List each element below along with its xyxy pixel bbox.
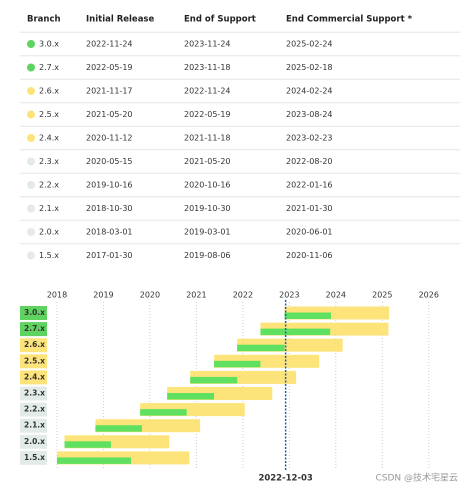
branch-label: 2.6.x: [24, 340, 45, 349]
cell: 2.0.x: [39, 228, 59, 237]
status-dot: [27, 87, 35, 95]
status-dot: [27, 157, 35, 166]
branch-badge: [20, 450, 47, 465]
x-tick-label: 2022: [233, 291, 253, 300]
cell: 2025-02-24: [286, 40, 333, 49]
status-dot: [27, 181, 35, 189]
x-tick-label: 2018: [47, 291, 67, 300]
status-dot: [27, 228, 35, 236]
cell: 2024-02-24: [286, 87, 333, 96]
support-bar: [95, 425, 142, 432]
branch-label: 2.7.x: [24, 324, 45, 333]
support-bar: [190, 376, 238, 384]
cell: 2019-03-01: [184, 228, 231, 237]
branch-label: 1.5.x: [24, 453, 45, 462]
cell: 2.6.x: [39, 87, 59, 96]
branch-label: 2.5.x: [24, 356, 45, 365]
cell: 2023-08-24: [286, 110, 333, 119]
support-bar: [284, 312, 331, 319]
status-dot: [27, 110, 35, 119]
cell: 2023-11-24: [184, 40, 231, 49]
today-label: 2022-12-03: [258, 474, 312, 484]
bars: [57, 306, 390, 465]
cell: 2.3.x: [39, 157, 59, 166]
branch-badge: [20, 322, 47, 337]
column-header: End Commercial Support *: [286, 15, 413, 25]
status-dot: [27, 63, 35, 72]
cell: 2.2.x: [39, 181, 59, 190]
watermark: CSDN @技术宅星云: [375, 472, 458, 484]
branch-label: 2.2.x: [24, 405, 45, 414]
branch-label: 2.0.x: [24, 437, 45, 446]
cell: 2022-08-20: [286, 157, 333, 166]
cell: 2018-10-30: [86, 204, 133, 213]
branch-badge: [20, 418, 47, 433]
cell: 2021-11-18: [184, 134, 231, 143]
cell: 2021-05-20: [86, 110, 133, 119]
branch-label: 2.3.x: [24, 389, 45, 398]
branch-badge: [20, 402, 47, 417]
status-dot: [27, 134, 35, 142]
cell: 2020-10-16: [184, 181, 231, 190]
x-tick-label: 2021: [186, 291, 206, 300]
branch-badge: [20, 434, 47, 449]
cell: 2023-02-23: [286, 134, 333, 143]
status-dot: [27, 40, 35, 48]
cell: 2023-11-18: [184, 63, 231, 72]
cell: 1.5.x: [39, 251, 59, 260]
branch-badge: [20, 306, 47, 320]
cell: 2022-05-19: [184, 110, 231, 119]
x-tick-label: 2020: [140, 291, 160, 300]
cell: 2.5.x: [39, 110, 59, 119]
x-tick-label: 2023: [279, 291, 299, 300]
branch-badge: [20, 386, 47, 401]
support-bar: [214, 360, 261, 368]
cell: 2021-11-17: [86, 87, 133, 96]
x-tick-label: 2025: [372, 291, 392, 300]
support-bar: [260, 328, 331, 336]
cell: 2017-01-30: [86, 251, 133, 260]
cell: 2019-08-06: [184, 251, 231, 260]
support-bar: [140, 409, 187, 416]
cell: 2.4.x: [39, 134, 59, 143]
x-tick-label: 2024: [326, 291, 346, 300]
branch-badge: [20, 354, 47, 369]
cell: 2021-05-20: [184, 157, 231, 166]
branch-label: 2.1.x: [24, 421, 45, 430]
column-header: End of Support: [184, 15, 256, 25]
cell: 2020-06-01: [286, 228, 333, 237]
cell: 2019-10-30: [184, 204, 231, 213]
cell: 2022-11-24: [86, 40, 133, 49]
cell: 2018-03-01: [86, 228, 133, 237]
cell: 2022-01-16: [286, 181, 333, 190]
cell: 2022-11-24: [184, 87, 231, 96]
support-bar: [237, 344, 285, 352]
column-header: Initial Release: [86, 15, 154, 25]
status-dot: [27, 204, 35, 213]
cell: 2020-11-12: [86, 134, 133, 143]
cell: 2019-10-16: [86, 181, 133, 190]
branch-label: 2.4.x: [24, 372, 45, 381]
status-dot: [27, 251, 35, 260]
column-header: Branch: [27, 15, 61, 25]
branch-badge: [20, 338, 47, 353]
cell: 2021-01-30: [286, 204, 333, 213]
cell: 2025-02-18: [286, 63, 333, 72]
cell: 2020-05-15: [86, 157, 133, 166]
x-tick-label: 2026: [419, 291, 439, 300]
branch-label: 3.0.x: [24, 308, 45, 317]
support-bar: [57, 457, 132, 464]
x-tick-label: 2019: [93, 291, 113, 300]
cell: 2022-05-19: [86, 63, 133, 72]
cell: 2.1.x: [39, 204, 59, 213]
support-bar: [64, 441, 111, 448]
branch-badge: [20, 370, 47, 385]
cell: 3.0.x: [39, 40, 59, 49]
cell: 2020-11-06: [286, 251, 333, 260]
cell: 2.7.x: [39, 63, 59, 72]
support-bar: [167, 393, 215, 400]
